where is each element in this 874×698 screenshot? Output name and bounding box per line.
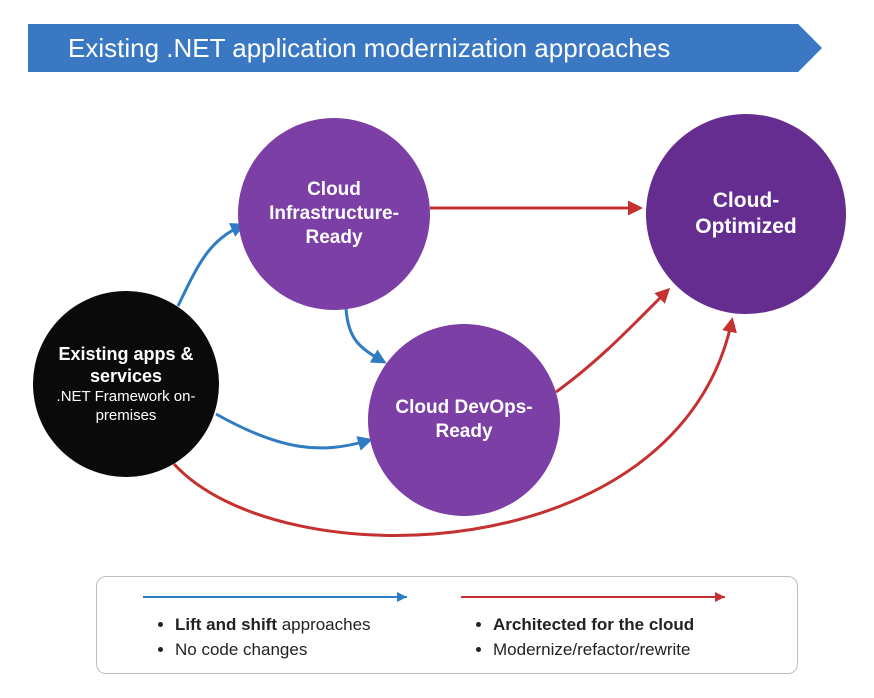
edge-existing-devops [216,414,370,448]
node-existing: Existing apps & services.NET Framework o… [33,291,219,477]
edge-devops-optimized [556,290,668,392]
legend-item: No code changes [175,638,457,663]
legend-items: Architected for the cloud Modernize/refac… [457,613,775,662]
node-label-primary: Cloud-Optimized [664,188,828,241]
legend-item-text: No code changes [175,640,307,659]
legend-arrow [457,587,775,609]
node-infra: Cloud Infrastructure-Ready [238,118,430,310]
legend-item-bold: Lift and shift [175,615,277,634]
title-text: Existing .NET application modernization … [68,33,670,64]
edge-infra-devops [346,308,384,362]
node-optimized: Cloud-Optimized [646,114,846,314]
legend-item: Modernize/refactor/rewrite [493,638,775,663]
legend-col-0: Lift and shift approaches No code changes [139,587,457,659]
node-label-primary: Existing apps & services [50,343,202,388]
node-devops: Cloud DevOps-Ready [368,324,560,516]
legend-item-text: Modernize/refactor/rewrite [493,640,690,659]
legend-items: Lift and shift approaches No code changes [139,613,457,662]
title-banner: Existing .NET application modernization … [28,24,822,72]
diagram-area: Existing apps & services.NET Framework o… [0,100,874,560]
legend-item: Lift and shift approaches [175,613,457,638]
edge-existing-infra [178,225,243,306]
node-label-secondary: .NET Framework on-premises [50,388,202,426]
node-label-primary: Cloud DevOps-Ready [385,396,543,444]
legend-item-bold: Architected for the cloud [493,615,694,634]
legend-item: Architected for the cloud [493,613,775,638]
legend-box: Lift and shift approaches No code changes… [96,576,798,674]
legend-item-text: approaches [277,615,371,634]
node-label-primary: Cloud Infrastructure-Ready [255,178,413,249]
legend-col-1: Architected for the cloud Modernize/refac… [457,587,775,659]
legend-arrow [139,587,457,609]
